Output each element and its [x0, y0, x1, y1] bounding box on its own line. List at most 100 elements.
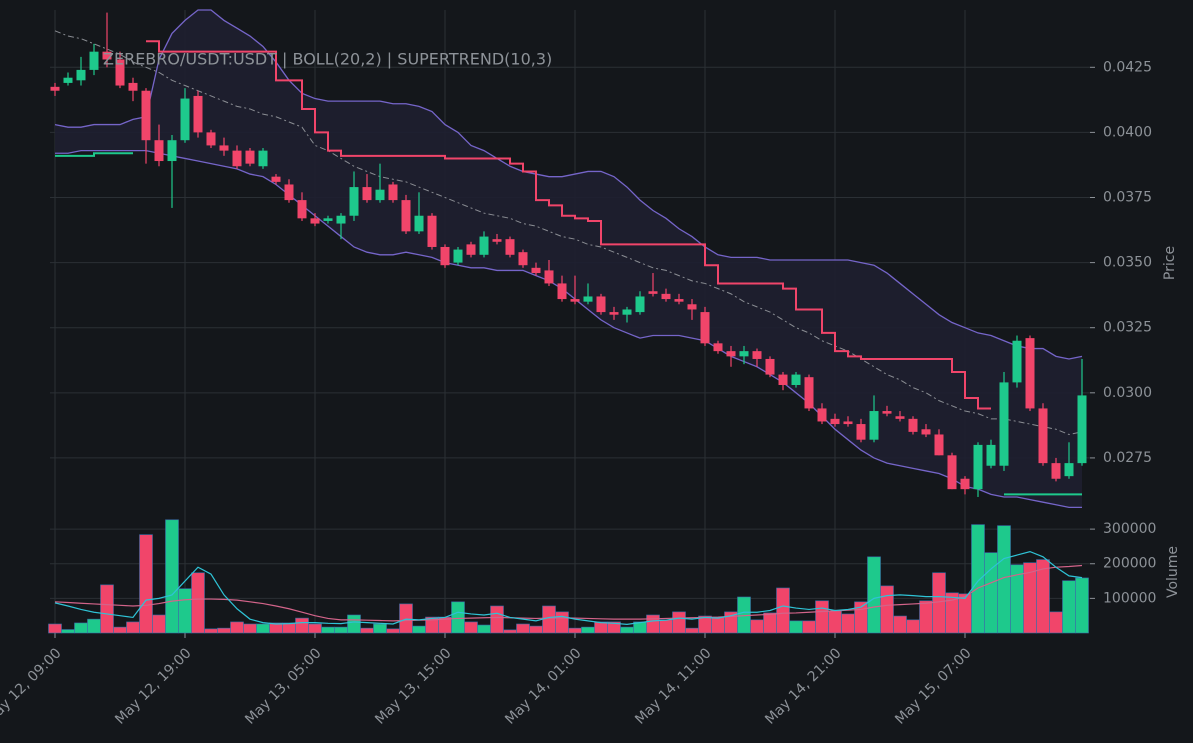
volume-bar	[256, 623, 270, 634]
volume-bar	[867, 556, 881, 634]
volume-bar	[763, 612, 777, 634]
candle-body	[128, 82, 138, 91]
volume-bar	[48, 623, 62, 634]
candle-body	[102, 51, 112, 60]
volume-bar	[165, 519, 179, 634]
volume-bar	[386, 628, 400, 634]
candle-body	[960, 478, 970, 490]
candle-body	[440, 246, 450, 266]
y-tick-label: 0.0300	[1103, 385, 1152, 401]
candle-body	[778, 374, 788, 385]
candle-body	[76, 69, 86, 81]
candle-body	[518, 252, 528, 266]
volume-bar	[529, 625, 543, 634]
candle-body	[830, 418, 840, 425]
candle-body	[882, 411, 892, 414]
candle-body	[1064, 463, 1074, 477]
volume-bar	[789, 620, 803, 634]
volume-bar	[542, 605, 556, 634]
candle-body	[583, 296, 593, 302]
candle-body	[609, 312, 619, 315]
volume-bar	[74, 622, 88, 634]
volume-bar	[191, 572, 205, 634]
volume-bar	[230, 621, 244, 634]
candle-body	[531, 267, 541, 274]
volume-axis-label: Volume	[1165, 546, 1181, 598]
volume-bar	[204, 628, 218, 634]
candle-body	[934, 434, 944, 456]
volume-bar	[412, 625, 426, 634]
volume-bar	[906, 619, 920, 634]
candle-body	[232, 150, 242, 167]
candle-body	[50, 86, 60, 91]
volume-bar	[464, 621, 478, 634]
candle-body	[869, 411, 879, 440]
candle-body	[349, 187, 359, 216]
candle-body	[1025, 338, 1035, 409]
volume-bar	[841, 613, 855, 634]
bollinger-upper	[54, 9, 1083, 360]
candle-body	[596, 296, 606, 313]
volume-bar	[282, 622, 296, 634]
bollinger-middle	[54, 30, 1083, 435]
volume-bar	[594, 621, 608, 634]
volume-bar	[516, 623, 530, 634]
volume-bar	[555, 611, 569, 634]
candle-body	[167, 140, 177, 162]
volume-bar	[113, 626, 127, 634]
volume-bar	[659, 619, 673, 634]
volume-bar	[776, 587, 790, 634]
volume-bar	[581, 626, 595, 634]
volume-bar	[815, 600, 829, 634]
volume-bar	[139, 534, 153, 634]
volume-bar	[646, 614, 660, 634]
candle-body	[427, 215, 437, 247]
volume-bar	[373, 623, 387, 634]
volume-bar	[321, 626, 335, 634]
volume-bar	[1036, 559, 1050, 634]
volume-bar	[399, 603, 413, 634]
volume-tick-label: 300000	[1103, 521, 1156, 537]
candle-body	[206, 132, 216, 146]
volume-bar	[919, 600, 933, 634]
candle-body	[973, 444, 983, 490]
candle-body	[700, 312, 710, 344]
candle-body	[219, 145, 229, 151]
candle-body	[466, 244, 476, 255]
candle-body	[115, 59, 125, 86]
candle-body	[180, 98, 190, 141]
y-tick-label: 0.0375	[1103, 190, 1152, 206]
volume-bar	[672, 611, 686, 634]
candle-body	[505, 239, 515, 255]
candle-body	[687, 304, 697, 310]
candle-body	[622, 309, 632, 315]
y-tick-label: 0.0325	[1103, 320, 1152, 336]
candle-body	[323, 218, 333, 221]
candle-body	[765, 358, 775, 375]
volume-bar	[568, 627, 582, 634]
candle-body	[648, 291, 658, 294]
bollinger-lower	[55, 149, 1082, 509]
candle-body	[89, 51, 99, 70]
candle-body	[895, 416, 905, 419]
bollinger-fill	[55, 10, 1082, 508]
volume-bar	[750, 619, 764, 634]
volume-bar	[711, 616, 725, 634]
volume-bar	[828, 610, 842, 634]
volume-bar	[334, 626, 348, 634]
volume-ma-fast	[54, 550, 1083, 625]
chart-title: ZEREBRO/USDT:USDT | BOLL(20,2) | SUPERTR…	[103, 50, 552, 69]
volume-bar	[451, 601, 465, 634]
candle-body	[674, 299, 684, 302]
volume-bar	[1049, 611, 1063, 634]
candle-body	[570, 299, 580, 302]
candle-body	[271, 176, 281, 182]
candle-body	[492, 239, 502, 242]
candle-body	[1051, 463, 1061, 479]
volume-bar	[295, 617, 309, 634]
volume-bar	[87, 618, 101, 634]
candle-body	[362, 187, 372, 201]
volume-bar	[217, 627, 231, 634]
candle-body	[1038, 408, 1048, 464]
